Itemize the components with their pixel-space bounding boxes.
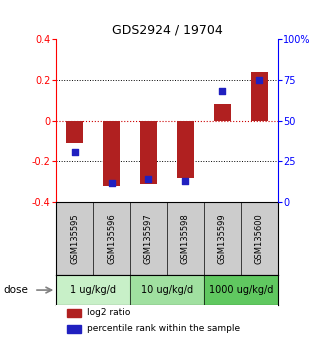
Point — [72, 149, 77, 154]
Text: GSM135598: GSM135598 — [181, 213, 190, 264]
Text: log2 ratio: log2 ratio — [87, 308, 131, 318]
Text: GSM135595: GSM135595 — [70, 213, 79, 264]
Bar — [214, 104, 230, 120]
Text: GSM135600: GSM135600 — [255, 213, 264, 264]
Text: GSM135596: GSM135596 — [107, 213, 116, 264]
Text: dose: dose — [3, 285, 28, 295]
Bar — [130, 275, 204, 306]
Point — [183, 178, 188, 184]
Bar — [103, 120, 120, 186]
Title: GDS2924 / 19704: GDS2924 / 19704 — [111, 23, 222, 36]
Text: 1 ug/kg/d: 1 ug/kg/d — [70, 285, 116, 295]
Bar — [66, 120, 83, 143]
Bar — [67, 325, 81, 333]
Bar — [140, 120, 157, 184]
Point — [256, 77, 262, 82]
Text: GSM135597: GSM135597 — [144, 213, 153, 264]
Text: percentile rank within the sample: percentile rank within the sample — [87, 324, 240, 333]
Bar — [251, 72, 267, 120]
Text: GSM135599: GSM135599 — [218, 213, 227, 264]
Point — [220, 88, 225, 94]
Point — [109, 180, 114, 185]
Bar — [204, 275, 278, 306]
Text: 10 ug/kg/d: 10 ug/kg/d — [141, 285, 193, 295]
Bar — [56, 275, 130, 306]
Bar — [177, 120, 194, 178]
Text: 1000 ug/kg/d: 1000 ug/kg/d — [209, 285, 273, 295]
Bar — [67, 309, 81, 317]
Point — [146, 176, 151, 182]
